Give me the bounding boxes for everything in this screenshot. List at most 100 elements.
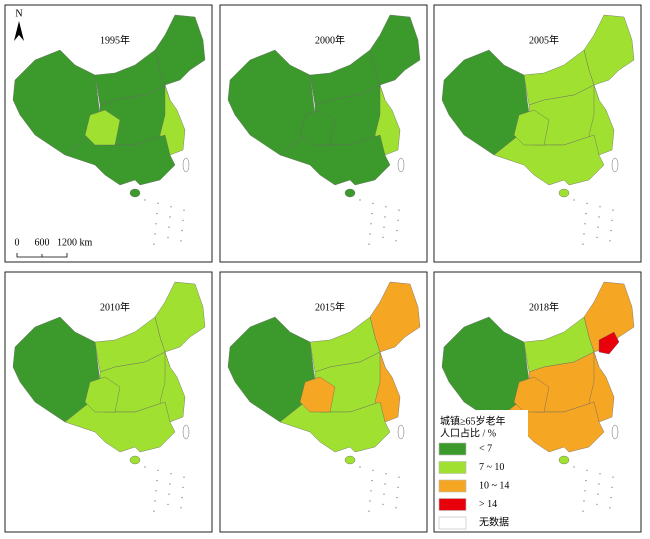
island (182, 486, 184, 489)
island (573, 199, 575, 201)
island (609, 507, 611, 509)
island (170, 473, 172, 475)
province-region (513, 376, 550, 413)
island (396, 229, 398, 232)
island (154, 500, 156, 502)
island (385, 206, 387, 208)
scale-label: 0 (15, 237, 20, 248)
panel-title: 2010年 (100, 300, 130, 313)
panel-title: 2018年 (529, 300, 559, 313)
legend-label: 10 ~ 14 (479, 480, 509, 491)
island (181, 229, 183, 232)
legend-title: 人口占比 / % (440, 426, 496, 439)
province-region (513, 109, 550, 146)
island (584, 223, 586, 225)
island (585, 479, 587, 482)
panel-title: 2015年 (315, 300, 345, 313)
scale-label: 1200 km (57, 237, 93, 248)
map-panel: 2015年 (219, 271, 428, 533)
island (586, 469, 588, 472)
island (359, 466, 361, 468)
island (596, 503, 598, 506)
island (398, 209, 400, 211)
legend-title: 城镇≥65岁老年 (440, 414, 506, 427)
island (397, 486, 399, 489)
island (156, 479, 158, 482)
province-region (159, 351, 186, 423)
legend-swatch (438, 498, 467, 511)
island (596, 236, 598, 239)
legend-label: > 14 (479, 499, 497, 510)
island (155, 223, 157, 225)
island (369, 500, 371, 502)
panel-title: 2000年 (315, 33, 345, 46)
island (582, 510, 584, 512)
island (611, 219, 613, 222)
island (582, 243, 584, 245)
island (157, 469, 159, 472)
hainan (558, 455, 570, 465)
north-label: N (15, 8, 22, 19)
island (144, 199, 146, 201)
island (170, 206, 172, 208)
island (167, 236, 169, 239)
island (168, 226, 170, 228)
island (598, 483, 600, 485)
hainan (344, 455, 356, 465)
island (180, 507, 182, 509)
island (169, 483, 171, 485)
legend-swatch (438, 442, 467, 456)
province-region (84, 376, 121, 413)
province-region (374, 351, 401, 423)
taiwan (397, 424, 405, 440)
island (155, 490, 157, 492)
hainan (129, 188, 141, 198)
island (382, 503, 384, 506)
island (154, 233, 156, 235)
scale-bar (16, 253, 68, 258)
island (610, 229, 612, 232)
island (144, 466, 146, 468)
island (395, 240, 397, 242)
province-region (493, 134, 605, 186)
province-region (84, 109, 121, 146)
island (583, 500, 585, 502)
map-panel: 1995年 N 0 600 1200 km (4, 4, 213, 263)
taiwan (397, 157, 405, 173)
island (610, 496, 612, 499)
panel-title: 1995年 (100, 33, 130, 46)
panel-title: 2005年 (529, 33, 559, 46)
province-region (159, 84, 186, 156)
island (385, 473, 387, 475)
island (182, 219, 184, 222)
legend-swatch (438, 516, 467, 530)
scale-label: 600 (35, 237, 50, 248)
island (371, 479, 373, 482)
legend-swatch (438, 461, 467, 474)
island (183, 209, 185, 211)
legend-label: 7 ~ 10 (479, 462, 504, 473)
taiwan (611, 424, 619, 440)
island (181, 496, 183, 499)
island (368, 510, 370, 512)
island (168, 493, 170, 495)
island (599, 206, 601, 208)
island (369, 233, 371, 235)
island (157, 202, 159, 205)
island (382, 236, 384, 239)
island (586, 202, 588, 205)
island (398, 476, 400, 478)
map-panel: 2010年 (4, 271, 213, 533)
province-region (299, 376, 336, 413)
island (372, 469, 374, 472)
province-region (374, 84, 401, 156)
island (372, 202, 374, 205)
island (583, 233, 585, 235)
island (609, 240, 611, 242)
island (585, 212, 587, 215)
island (584, 490, 586, 492)
north-arrow (14, 21, 24, 41)
island (384, 216, 386, 218)
province-region (279, 134, 391, 186)
